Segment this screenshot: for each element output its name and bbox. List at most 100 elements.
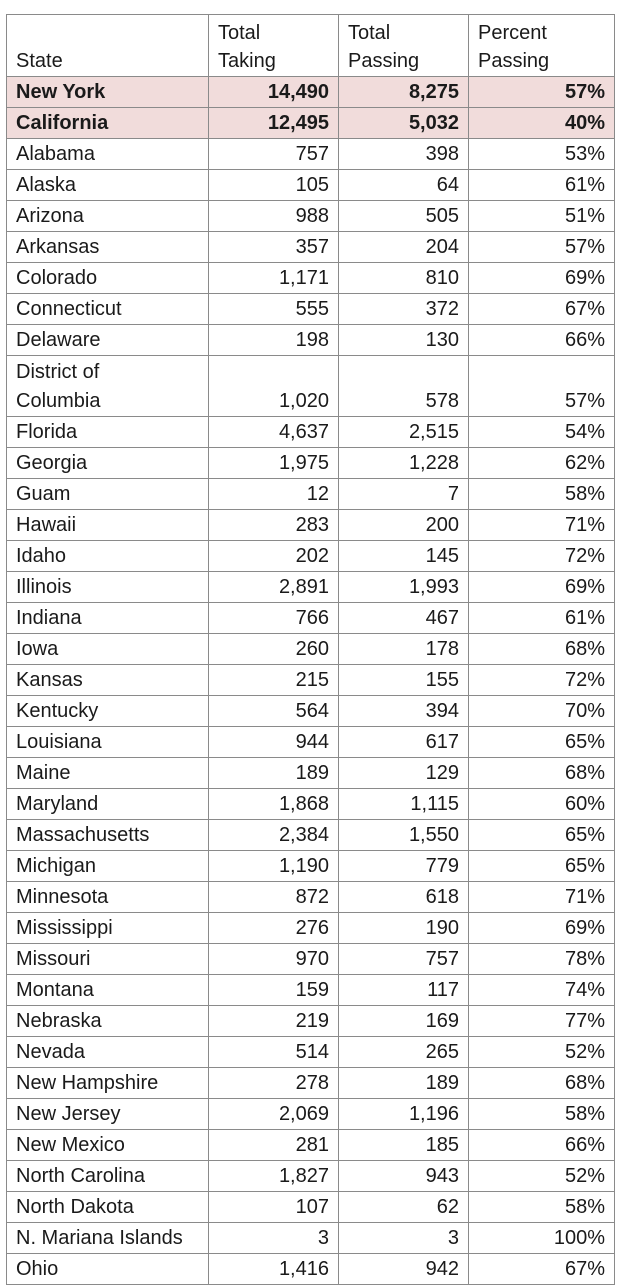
table-row: Colorado 1,171 810 69% [6,262,615,294]
percent-passing-cell: 66% [468,324,615,356]
total-taking-cell: 514 [208,1036,339,1068]
table-row: Iowa 260 178 68% [6,633,615,665]
total-passing-cell: 372 [338,293,469,325]
state-cell: N. Mariana Islands [6,1222,209,1254]
percent-passing-cell: 40% [468,107,615,139]
percent-passing-cell: 69% [468,262,615,294]
total-passing-cell: 1,196 [338,1098,469,1130]
total-taking-cell: 944 [208,726,339,758]
table-row: Arizona 988 505 51% [6,200,615,232]
total-passing-cell: 7 [338,478,469,510]
table-row: North Dakota 107 62 58% [6,1191,615,1223]
table-row: Guam 12 7 58% [6,478,615,510]
header-total-taking: Total Taking [208,14,339,77]
state-cell: Missouri [6,943,209,975]
state-cell: Idaho [6,540,209,572]
total-passing-cell: 2,515 [338,416,469,448]
total-passing-cell: 3 [338,1222,469,1254]
table-row: Delaware 198 130 66% [6,324,615,356]
total-passing-cell: 5,032 [338,107,469,139]
header-state: State [6,14,209,77]
total-passing-cell: 398 [338,138,469,170]
total-passing-cell: 617 [338,726,469,758]
percent-passing-cell: 51% [468,200,615,232]
total-passing-cell: 130 [338,324,469,356]
percent-passing-cell: 71% [468,509,615,541]
state-cell: Maine [6,757,209,789]
table-row: Minnesota 872 618 71% [6,881,615,913]
state-cell: North Carolina [6,1160,209,1192]
percent-passing-cell: 72% [468,664,615,696]
state-cell: Massachusetts [6,819,209,851]
total-taking-cell: 260 [208,633,339,665]
state-cell: Illinois [6,571,209,603]
table-row: District of Columbia 1,020 578 57% [6,355,615,417]
total-taking-cell: 219 [208,1005,339,1037]
percent-passing-cell: 77% [468,1005,615,1037]
total-passing-cell: 189 [338,1067,469,1099]
table-row: Kansas 215 155 72% [6,664,615,696]
total-taking-cell: 189 [208,757,339,789]
percent-passing-cell: 57% [468,231,615,263]
total-taking-cell: 757 [208,138,339,170]
state-cell: Connecticut [6,293,209,325]
total-passing-cell: 8,275 [338,76,469,108]
total-taking-cell: 1,868 [208,788,339,820]
total-taking-cell: 1,190 [208,850,339,882]
total-taking-cell: 1,416 [208,1253,339,1285]
percent-passing-cell: 58% [468,478,615,510]
percent-passing-cell: 58% [468,1098,615,1130]
percent-passing-cell: 68% [468,1067,615,1099]
header-total-taking-line2: Taking [218,50,276,72]
percent-passing-cell: 61% [468,602,615,634]
state-cell: Nevada [6,1036,209,1068]
total-taking-cell: 2,891 [208,571,339,603]
table-row: Massachusetts 2,384 1,550 65% [6,819,615,851]
state-cell: Nebraska [6,1005,209,1037]
total-taking-cell: 105 [208,169,339,201]
state-cell: New Jersey [6,1098,209,1130]
total-taking-cell: 766 [208,602,339,634]
header-percent-passing-line2: Passing [478,50,550,72]
header-total-passing-line1: Total [348,22,391,44]
header-state-label: State [16,50,63,72]
total-passing-cell: 757 [338,943,469,975]
total-passing-cell: 155 [338,664,469,696]
total-taking-cell: 107 [208,1191,339,1223]
total-taking-cell: 988 [208,200,339,232]
percent-passing-cell: 62% [468,447,615,479]
table-row: Maryland 1,868 1,115 60% [6,788,615,820]
bar-exam-results-table: State Total Taking Total Passing Percent Pa… [6,14,615,1285]
total-passing-cell: 64 [338,169,469,201]
state-cell: Delaware [6,324,209,356]
percent-passing-cell: 69% [468,571,615,603]
table-row: Illinois 2,891 1,993 69% [6,571,615,603]
state-cell: Michigan [6,850,209,882]
table-row: Maine 189 129 68% [6,757,615,789]
total-passing-cell: 779 [338,850,469,882]
total-taking-cell: 14,490 [208,76,339,108]
percent-passing-cell: 100% [468,1222,615,1254]
total-passing-cell: 265 [338,1036,469,1068]
table-row: Ohio 1,416 942 67% [6,1253,615,1285]
state-cell: Alabama [6,138,209,170]
total-taking-cell: 159 [208,974,339,1006]
total-passing-cell: 1,228 [338,447,469,479]
state-cell: New Mexico [6,1129,209,1161]
total-passing-cell: 618 [338,881,469,913]
total-taking-cell: 970 [208,943,339,975]
percent-passing-cell: 54% [468,416,615,448]
total-taking-cell: 12 [208,478,339,510]
percent-passing-cell: 52% [468,1160,615,1192]
state-cell: Montana [6,974,209,1006]
table-row: Nebraska 219 169 77% [6,1005,615,1037]
total-passing-cell: 1,993 [338,571,469,603]
percent-passing-cell: 58% [468,1191,615,1223]
percent-passing-cell: 74% [468,974,615,1006]
total-passing-cell: 204 [338,231,469,263]
percent-passing-cell: 65% [468,850,615,882]
percent-passing-cell: 67% [468,293,615,325]
table-row: Mississippi 276 190 69% [6,912,615,944]
state-cell: North Dakota [6,1191,209,1223]
total-taking-cell: 3 [208,1222,339,1254]
